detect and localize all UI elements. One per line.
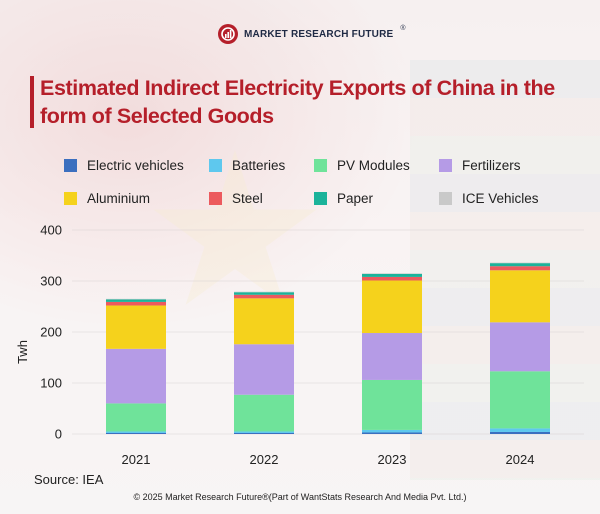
legend-swatch-batteries xyxy=(209,159,222,172)
bar-2023-ice-vehicles xyxy=(362,273,422,274)
bar-2023-pv-modules xyxy=(362,379,422,430)
copyright-note: © 2025 Market Research Future®(Part of W… xyxy=(133,492,467,502)
bar-2021-pv-modules xyxy=(106,403,166,432)
legend-label-ice-vehicles: ICE Vehicles xyxy=(462,191,539,206)
bar-2024-aluminium xyxy=(490,270,550,323)
bar-2022-steel xyxy=(234,294,294,299)
bar-2021-ice-vehicles xyxy=(106,298,166,300)
y-tick-label-100: 100 xyxy=(40,376,62,391)
legend-swatch-electric-vehicles xyxy=(64,159,77,172)
legend-label-pv-modules: PV Modules xyxy=(337,158,410,173)
bar-2021-paper xyxy=(106,299,166,302)
legend-item-ice-vehicles: ICE Vehicles xyxy=(439,191,539,206)
bar-2021-electric-vehicles xyxy=(106,432,166,434)
bar-2024-electric-vehicles xyxy=(490,431,550,434)
legend-item-aluminium: Aluminium xyxy=(64,191,150,206)
brand-logo: MARKET RESEARCH FUTURE ® xyxy=(218,24,406,44)
brand-reg-mark: ® xyxy=(400,24,406,32)
bar-2024-ice-vehicles xyxy=(490,262,550,264)
x-tick-label-2021: 2021 xyxy=(122,452,151,467)
legend-item-pv-modules: PV Modules xyxy=(314,158,410,173)
bar-2022-batteries xyxy=(234,431,294,433)
legend-item-paper: Paper xyxy=(314,191,373,206)
legend-item-electric-vehicles: Electric vehicles xyxy=(64,158,184,173)
legend-label-steel: Steel xyxy=(232,191,263,206)
legend-swatch-pv-modules xyxy=(314,159,327,172)
legend-item-batteries: Batteries xyxy=(209,158,285,173)
bar-2024-fertilizers xyxy=(490,322,550,372)
bar-2022-pv-modules xyxy=(234,394,294,432)
y-tick-label-200: 200 xyxy=(40,325,62,340)
bar-2022-paper xyxy=(234,292,294,295)
legend-label-aluminium: Aluminium xyxy=(87,191,151,206)
x-tick-label-2024: 2024 xyxy=(506,452,535,467)
y-axis-title: Twh xyxy=(15,340,30,364)
legend-swatch-fertilizers xyxy=(439,159,452,172)
bar-2024-steel xyxy=(490,266,550,271)
brand-logo-icon xyxy=(218,24,238,44)
bar-2023-steel xyxy=(362,276,422,281)
legend-swatch-steel xyxy=(209,192,222,205)
bar-2023-fertilizers xyxy=(362,333,422,380)
legend-label-fertilizers: Fertilizers xyxy=(462,158,521,173)
bar-2023-batteries xyxy=(362,429,422,433)
x-tick-label-2023: 2023 xyxy=(378,452,407,467)
bar-2022-ice-vehicles xyxy=(234,291,294,293)
bar-2021-batteries xyxy=(106,431,166,433)
y-tick-label-300: 300 xyxy=(40,274,62,289)
legend-swatch-aluminium xyxy=(64,192,77,205)
bar-2024-batteries xyxy=(490,428,550,432)
bar-2022-electric-vehicles xyxy=(234,432,294,434)
legend-label-paper: Paper xyxy=(337,191,374,206)
bar-2023-paper xyxy=(362,273,422,277)
bar-2021-fertilizers xyxy=(106,348,166,404)
y-tick-label-400: 400 xyxy=(40,223,62,238)
legend-item-steel: Steel xyxy=(209,191,263,206)
bar-2022-fertilizers xyxy=(234,344,294,395)
chart-title: Estimated Indirect Electricity Exports o… xyxy=(40,76,555,128)
brand-name: MARKET RESEARCH FUTURE xyxy=(244,28,394,40)
bar-2022-aluminium xyxy=(234,298,294,345)
bar-2023-electric-vehicles xyxy=(362,432,422,434)
bar-2024-paper xyxy=(490,263,550,267)
x-tick-label-2022: 2022 xyxy=(250,452,279,467)
legend-label-batteries: Batteries xyxy=(232,158,286,173)
bar-2021-aluminium xyxy=(106,305,166,349)
legend-item-fertilizers: Fertilizers xyxy=(439,158,521,173)
source-note: Source: IEA xyxy=(34,472,104,487)
legend-label-electric-vehicles: Electric vehicles xyxy=(87,158,184,173)
bar-2023-aluminium xyxy=(362,280,422,334)
y-tick-label-0: 0 xyxy=(55,427,62,442)
title-accent-bar xyxy=(30,76,34,128)
legend-swatch-ice-vehicles xyxy=(439,192,452,205)
bar-2024-pv-modules xyxy=(490,371,550,429)
bar-2021-steel xyxy=(106,301,166,306)
legend-swatch-paper xyxy=(314,192,327,205)
